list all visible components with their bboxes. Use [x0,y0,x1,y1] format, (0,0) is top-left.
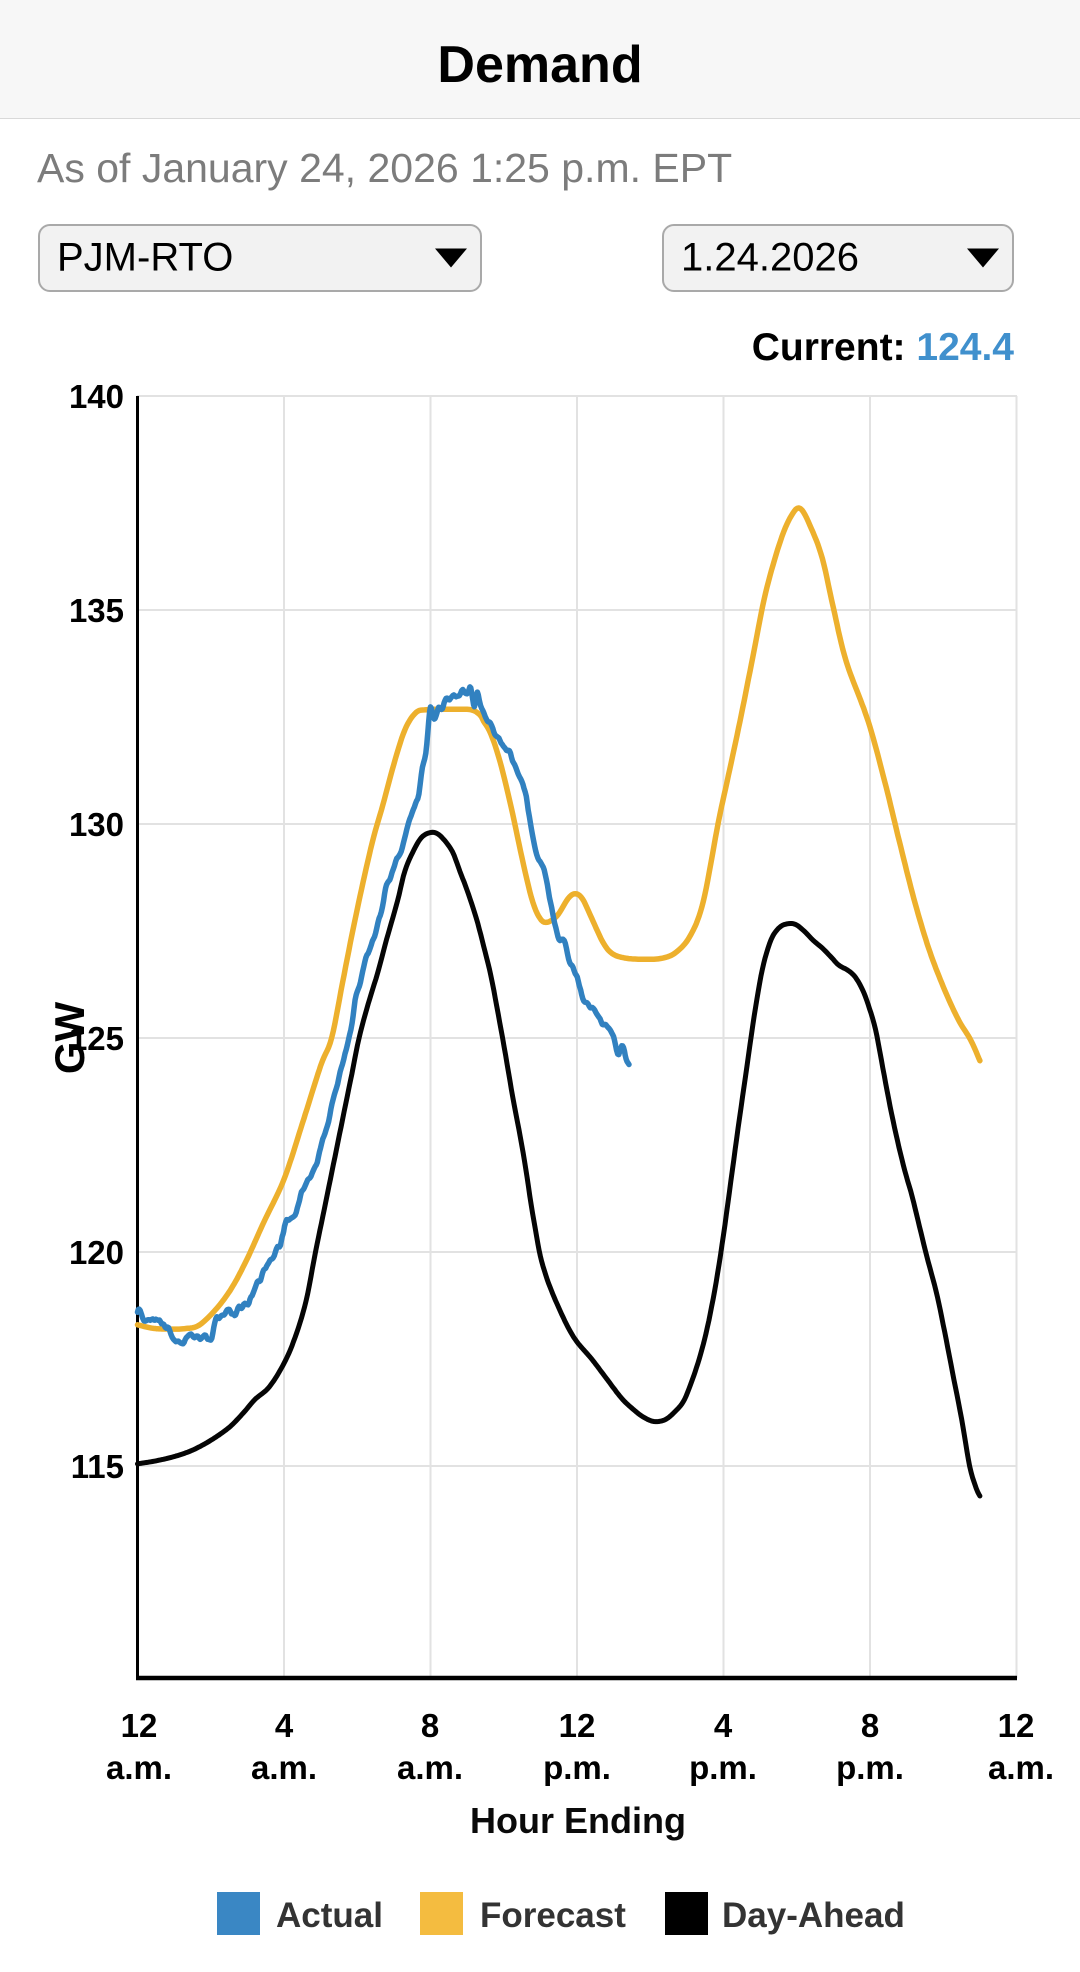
svg-text:a.m.: a.m. [251,1749,317,1786]
svg-text:a.m.: a.m. [397,1749,463,1786]
svg-text:115: 115 [71,1448,124,1485]
svg-text:8: 8 [421,1707,439,1744]
svg-text:p.m.: p.m. [689,1749,757,1786]
svg-text:p.m.: p.m. [836,1749,904,1786]
svg-text:p.m.: p.m. [543,1749,611,1786]
svg-text:Actual: Actual [276,1896,383,1935]
svg-text:Hour Ending: Hour Ending [470,1800,686,1841]
svg-text:12: 12 [998,1707,1035,1744]
svg-text:120: 120 [69,1234,124,1271]
svg-text:Forecast: Forecast [480,1896,626,1935]
svg-text:4: 4 [275,1707,294,1744]
svg-text:130: 130 [69,806,124,843]
svg-text:125: 125 [69,1020,124,1057]
svg-text:140: 140 [69,378,124,415]
svg-text:12: 12 [121,1707,158,1744]
svg-text:Day-Ahead: Day-Ahead [722,1896,905,1935]
svg-text:GW: GW [46,1001,93,1074]
svg-text:a.m.: a.m. [988,1749,1054,1786]
svg-text:12: 12 [559,1707,596,1744]
svg-text:135: 135 [69,592,124,629]
svg-text:4: 4 [714,1707,733,1744]
svg-text:a.m.: a.m. [106,1749,172,1786]
svg-text:8: 8 [861,1707,879,1744]
